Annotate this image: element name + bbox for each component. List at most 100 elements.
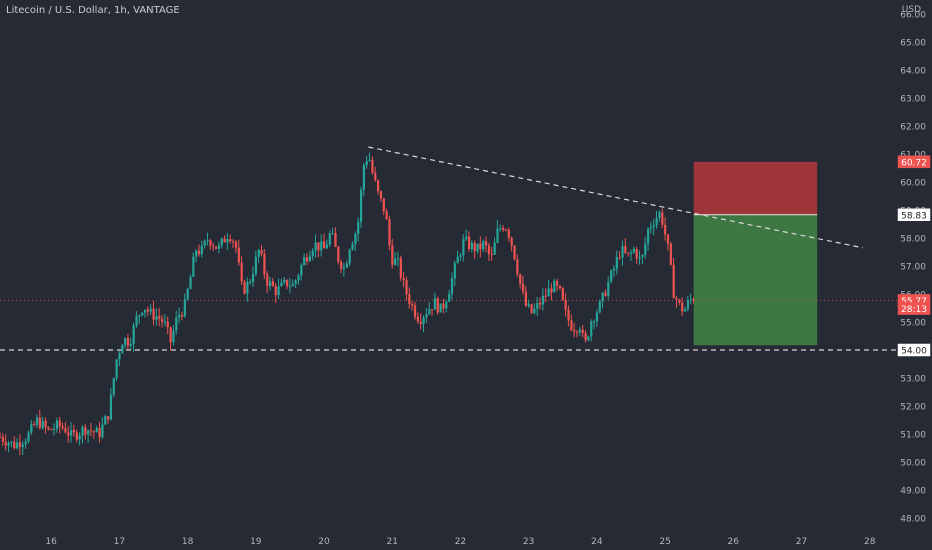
- candle-body: [41, 420, 44, 428]
- candle-body: [689, 299, 692, 301]
- price-tick-label: 52.00: [900, 403, 926, 413]
- time-axis: 16 17 18 19 20 21 22 23 24 25 26 27 28: [45, 537, 875, 547]
- candle-body: [504, 229, 508, 231]
- candle-body: [269, 281, 272, 286]
- candle-body: [121, 345, 124, 354]
- candle-body: [450, 278, 454, 294]
- candle-body: [155, 316, 158, 320]
- time-tick-label: 23: [523, 537, 534, 547]
- candle-body: [226, 238, 229, 243]
- candle-body: [300, 265, 303, 276]
- position-zones: [693, 161, 818, 346]
- candle-body: [138, 315, 141, 317]
- candle-body: [112, 378, 115, 395]
- time-tick-label: 24: [591, 537, 603, 547]
- candle-body: [445, 301, 448, 309]
- price-label-entry-bg: [897, 208, 931, 222]
- price-label-entry: 58.83: [901, 211, 927, 221]
- candle-body: [422, 317, 425, 325]
- candle-body: [467, 236, 471, 250]
- candle-body: [618, 257, 621, 259]
- candle-body: [291, 283, 294, 287]
- candle-body: [513, 245, 516, 260]
- price-tick-label: 64.00: [900, 67, 926, 77]
- candle-body: [0, 436, 2, 438]
- price-label-countdown: 28:13: [901, 305, 927, 315]
- price-label-level: 54.00: [901, 347, 927, 357]
- candle-body: [340, 261, 343, 269]
- candle-body: [38, 417, 41, 428]
- candle-body: [408, 294, 411, 304]
- candle-body: [331, 233, 334, 235]
- candle-body: [391, 245, 394, 265]
- candle-body: [473, 243, 476, 252]
- candle-body: [351, 244, 354, 250]
- candle-body: [180, 315, 184, 317]
- candle-body: [325, 244, 329, 249]
- candle-body: [163, 321, 167, 323]
- price-tick-label: 53.00: [900, 375, 926, 385]
- price-tick-label: 60.00: [900, 179, 926, 189]
- candle-body: [47, 427, 50, 429]
- candle-body: [107, 416, 110, 420]
- candle-body: [482, 241, 485, 250]
- time-tick-label: 16: [45, 537, 57, 547]
- price-label-last: 55.77: [901, 297, 927, 307]
- candle-body: [575, 331, 579, 333]
- candle-body: [283, 279, 286, 283]
- candle-body: [186, 288, 189, 300]
- price-tick-label: 51.00: [900, 431, 926, 441]
- candle-body: [496, 228, 499, 243]
- candle-body: [499, 228, 502, 230]
- price-tick-label: 62.00: [900, 123, 926, 133]
- candle-body: [118, 353, 121, 360]
- candle-body: [584, 333, 587, 341]
- candle-body: [44, 420, 47, 428]
- candle-body: [215, 246, 218, 249]
- candle-body: [266, 274, 269, 286]
- candle-body: [547, 288, 550, 297]
- candle-body: [359, 189, 363, 222]
- candle-body: [104, 416, 107, 425]
- candle-body: [246, 282, 249, 294]
- candle-body: [402, 277, 405, 280]
- candle-body: [328, 233, 331, 245]
- candle-body: [539, 302, 542, 305]
- candle-body: [570, 320, 573, 330]
- candle-body: [249, 281, 252, 283]
- candle-body: [439, 303, 442, 313]
- candle-body: [10, 441, 13, 444]
- candle-body: [58, 420, 61, 427]
- candle-body: [462, 239, 465, 256]
- candle-body: [394, 258, 397, 265]
- candle-body: [692, 299, 695, 301]
- candle-body: [320, 241, 323, 251]
- candle-body: [587, 336, 590, 341]
- candle-body: [683, 309, 687, 312]
- candle-body: [1, 436, 5, 442]
- candle-body: [425, 314, 428, 318]
- candle-body: [655, 217, 658, 226]
- candle-body: [388, 219, 391, 246]
- candle-body: [7, 443, 10, 446]
- candle-body: [658, 212, 661, 218]
- candle-body: [385, 211, 388, 220]
- candle-body: [277, 286, 280, 296]
- candle-body: [229, 238, 232, 242]
- candle-body: [200, 245, 203, 255]
- candle-body: [573, 329, 576, 332]
- candle-body: [195, 250, 198, 257]
- candle-body: [220, 238, 223, 246]
- price-axis-unit: USD: [901, 5, 921, 15]
- candle-body: [21, 444, 24, 448]
- candle-body: [72, 430, 76, 433]
- price-tick-label: 48.00: [900, 515, 926, 525]
- candle-body: [610, 270, 613, 282]
- candle-body: [413, 305, 417, 317]
- candle-body: [644, 243, 647, 256]
- candle-body: [510, 237, 513, 246]
- time-tick-label: 22: [455, 537, 466, 547]
- candle-body: [561, 288, 564, 301]
- candle-body: [465, 236, 468, 240]
